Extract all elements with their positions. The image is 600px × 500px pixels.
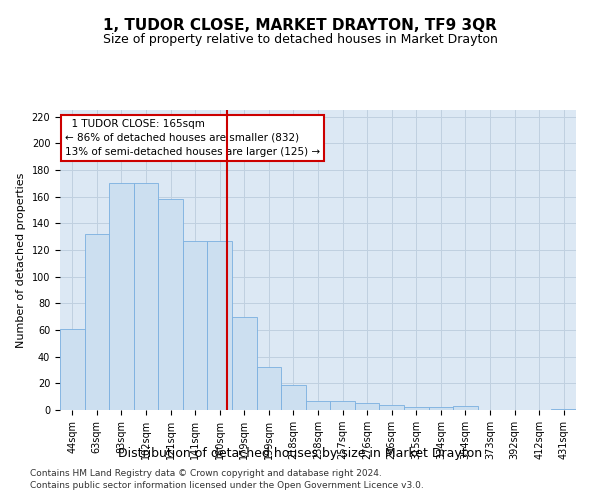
Text: Contains public sector information licensed under the Open Government Licence v3: Contains public sector information licen… — [30, 481, 424, 490]
Text: Size of property relative to detached houses in Market Drayton: Size of property relative to detached ho… — [103, 32, 497, 46]
Bar — [281, 384, 306, 410]
Bar — [306, 400, 330, 410]
Bar — [60, 328, 85, 410]
Bar — [257, 368, 281, 410]
Bar — [330, 400, 355, 410]
Bar — [355, 404, 379, 410]
Text: Contains HM Land Registry data © Crown copyright and database right 2024.: Contains HM Land Registry data © Crown c… — [30, 468, 382, 477]
Text: Distribution of detached houses by size in Market Drayton: Distribution of detached houses by size … — [118, 448, 482, 460]
Text: 1, TUDOR CLOSE, MARKET DRAYTON, TF9 3QR: 1, TUDOR CLOSE, MARKET DRAYTON, TF9 3QR — [103, 18, 497, 32]
Bar — [158, 200, 183, 410]
Bar — [183, 240, 208, 410]
Bar — [208, 240, 232, 410]
Bar — [109, 184, 134, 410]
Bar — [551, 408, 576, 410]
Bar — [428, 408, 453, 410]
Y-axis label: Number of detached properties: Number of detached properties — [16, 172, 26, 348]
Bar — [85, 234, 109, 410]
Bar — [453, 406, 478, 410]
Bar — [379, 404, 404, 410]
Bar — [232, 316, 257, 410]
Bar — [134, 184, 158, 410]
Bar — [404, 408, 428, 410]
Text: 1 TUDOR CLOSE: 165sqm  
← 86% of detached houses are smaller (832)
13% of semi-d: 1 TUDOR CLOSE: 165sqm ← 86% of detached … — [65, 119, 320, 157]
